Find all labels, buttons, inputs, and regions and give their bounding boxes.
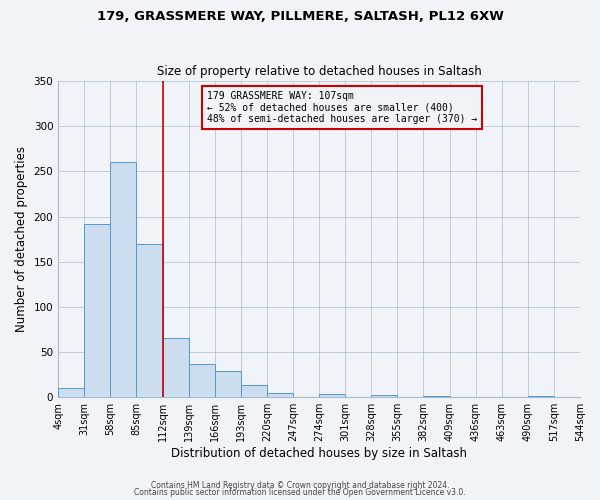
Bar [267,392,293,397]
Text: 179, GRASSMERE WAY, PILLMERE, SALTASH, PL12 6XW: 179, GRASSMERE WAY, PILLMERE, SALTASH, P… [97,10,503,23]
Bar [215,371,241,397]
Title: Size of property relative to detached houses in Saltash: Size of property relative to detached ho… [157,66,481,78]
Bar [528,396,554,397]
Bar [58,388,84,397]
X-axis label: Distribution of detached houses by size in Saltash: Distribution of detached houses by size … [171,447,467,460]
Text: 179 GRASSMERE WAY: 107sqm
← 52% of detached houses are smaller (400)
48% of semi: 179 GRASSMERE WAY: 107sqm ← 52% of detac… [207,90,477,124]
Bar [319,394,345,397]
Bar [188,364,215,397]
Bar [84,224,110,397]
Y-axis label: Number of detached properties: Number of detached properties [15,146,28,332]
Bar [136,244,163,397]
Text: Contains HM Land Registry data © Crown copyright and database right 2024.: Contains HM Land Registry data © Crown c… [151,480,449,490]
Bar [424,396,449,397]
Bar [241,386,267,397]
Text: Contains public sector information licensed under the Open Government Licence v3: Contains public sector information licen… [134,488,466,497]
Bar [110,162,136,397]
Bar [371,396,397,397]
Bar [163,338,188,397]
